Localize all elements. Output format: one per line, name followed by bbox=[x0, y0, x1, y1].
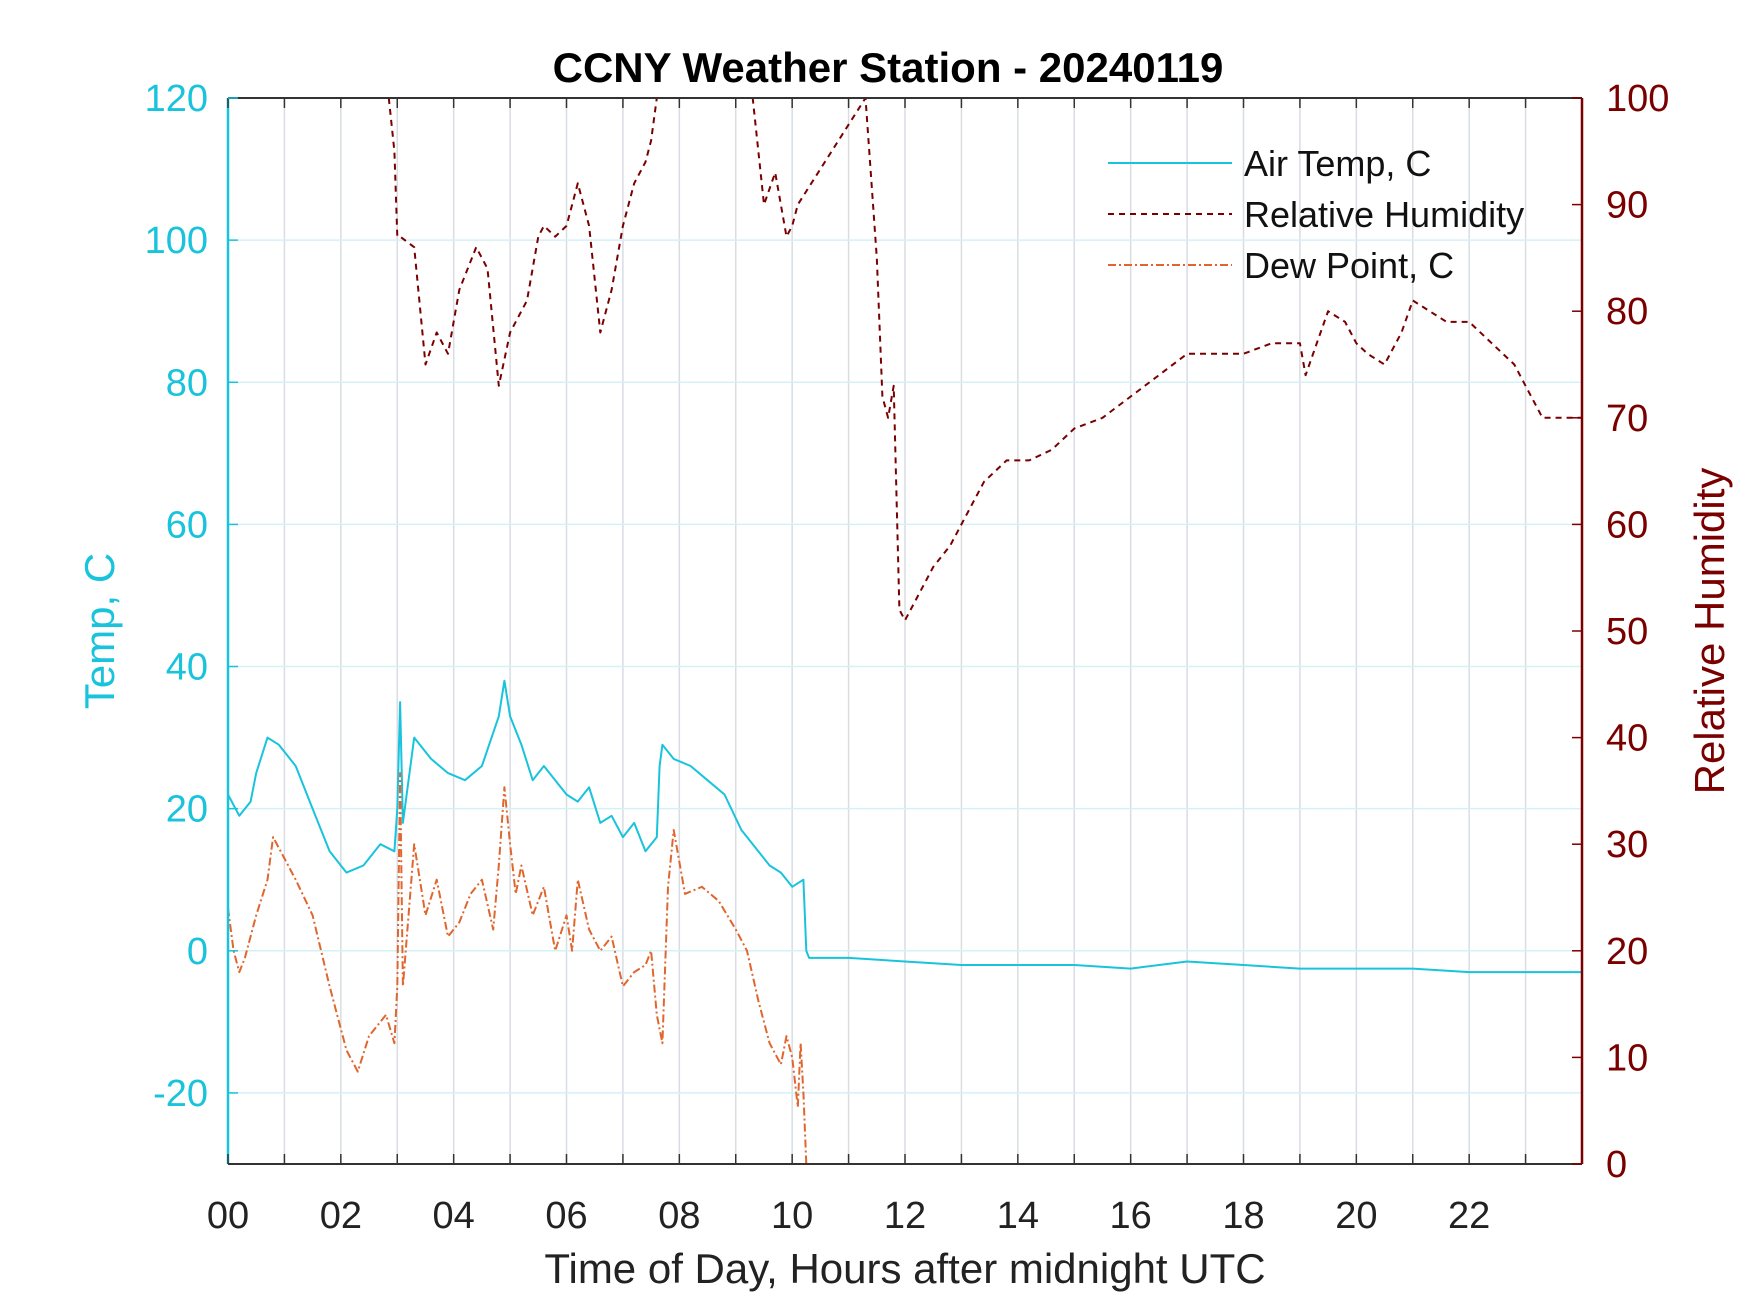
left-tick-label: 60 bbox=[166, 504, 208, 546]
grid-lines bbox=[227, 97, 1582, 1164]
right-tick-label: 20 bbox=[1606, 931, 1648, 973]
right-tick-label: 0 bbox=[1606, 1144, 1627, 1186]
left-tick-label: 80 bbox=[166, 362, 208, 404]
legend-label-air-temp: Air Temp, C bbox=[1244, 143, 1431, 184]
x-tick-label: 10 bbox=[771, 1195, 813, 1237]
x-tick-label: 00 bbox=[207, 1195, 249, 1237]
right-tick-label: 10 bbox=[1606, 1037, 1648, 1079]
x-tick-label: 16 bbox=[1110, 1195, 1152, 1237]
right-axis-label: Relative Humidity bbox=[1686, 468, 1733, 795]
x-tick-label: 08 bbox=[658, 1195, 700, 1237]
left-tick-label: -20 bbox=[153, 1073, 208, 1115]
right-tick-label: 30 bbox=[1606, 824, 1648, 866]
x-tick-label: 20 bbox=[1335, 1195, 1377, 1237]
chart-title: CCNY Weather Station - 20240119 bbox=[553, 44, 1224, 91]
right-axis-ticks: 0 10 20 30 40 50 60 70 80 90 100 bbox=[1606, 78, 1669, 1186]
left-tick-label: 20 bbox=[166, 789, 208, 831]
axes bbox=[226, 97, 1584, 1165]
x-tick-label: 14 bbox=[997, 1195, 1039, 1237]
x-tick-label: 04 bbox=[433, 1195, 475, 1237]
left-tick-label: 40 bbox=[166, 647, 208, 689]
x-tick-label: 18 bbox=[1222, 1195, 1264, 1237]
x-tick-label: 02 bbox=[320, 1195, 362, 1237]
legend: Air Temp, C Relative Humidity Dew Point,… bbox=[1108, 143, 1524, 286]
left-tick-label: 120 bbox=[145, 78, 208, 120]
left-axis-label: Temp, C bbox=[76, 553, 123, 709]
right-tick-label: 90 bbox=[1606, 185, 1648, 227]
series-line-relative-humidity bbox=[387, 97, 1582, 622]
x-tick-label: 12 bbox=[884, 1195, 926, 1237]
series-line-air-temp-c bbox=[227, 679, 1582, 974]
left-tick-label: 100 bbox=[145, 220, 208, 262]
right-tick-label: 80 bbox=[1606, 291, 1648, 333]
right-tick-label: 50 bbox=[1606, 611, 1648, 653]
right-tick-label: 100 bbox=[1606, 78, 1669, 120]
x-tick-label: 06 bbox=[545, 1195, 587, 1237]
x-axis-label: Time of Day, Hours after midnight UTC bbox=[544, 1245, 1265, 1292]
x-axis-ticks: 00 02 04 06 08 10 12 14 16 18 20 22 bbox=[207, 1195, 1490, 1237]
right-tick-label: 60 bbox=[1606, 504, 1648, 546]
legend-label-dew-point: Dew Point, C bbox=[1244, 245, 1454, 286]
right-tick-label: 70 bbox=[1606, 398, 1648, 440]
legend-label-relative-humidity: Relative Humidity bbox=[1244, 194, 1524, 235]
series-lines bbox=[227, 97, 1582, 1165]
series-line-dew-point-c bbox=[227, 772, 810, 1165]
x-tick-label: 22 bbox=[1448, 1195, 1490, 1237]
left-tick-label: 0 bbox=[187, 931, 208, 973]
left-axis-ticks: -20 0 20 40 60 80 100 120 bbox=[145, 78, 208, 1115]
right-tick-label: 40 bbox=[1606, 718, 1648, 760]
